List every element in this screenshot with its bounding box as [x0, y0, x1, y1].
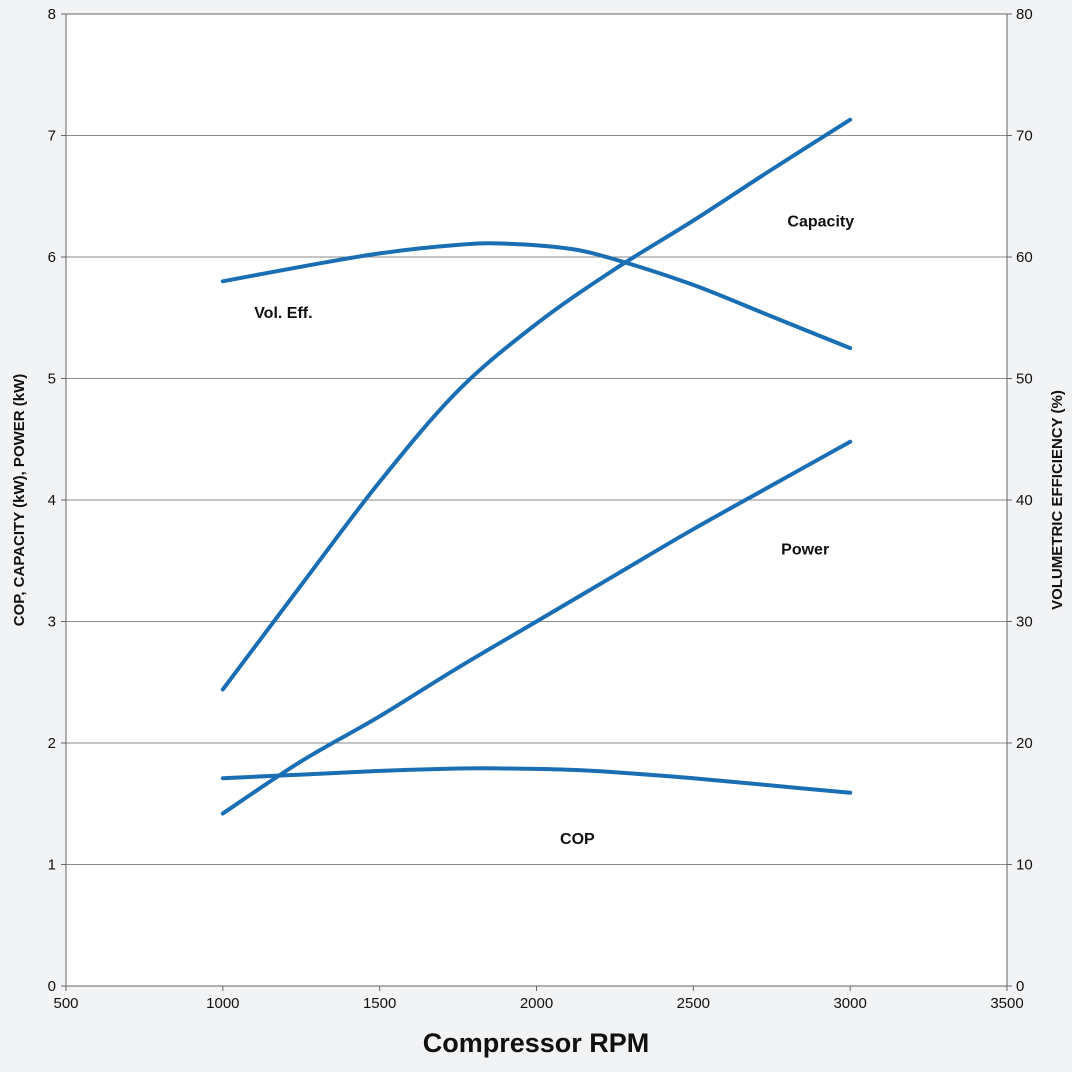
- series-label-cop: COP: [560, 831, 595, 848]
- x-tick-label: 500: [53, 995, 78, 1012]
- y-tick-labels: 0 1 2 3 4 5 6 7 8: [48, 6, 66, 995]
- x-tick-label: 3000: [833, 995, 866, 1012]
- x-tick-label: 3500: [990, 995, 1023, 1012]
- y-tick-label: 0: [48, 978, 56, 995]
- y-tick-label: 8: [48, 6, 56, 23]
- series-label-power: Power: [781, 542, 829, 559]
- y-tick-label: 7: [48, 128, 56, 145]
- series-line-capacity: [220, 117, 853, 692]
- y-tick-label: 5: [48, 371, 56, 388]
- y2-tick-label: 70: [1016, 128, 1033, 145]
- series-line-cop: [220, 766, 853, 795]
- y2-tick-label: 60: [1016, 249, 1033, 266]
- y-tick-label: 2: [48, 735, 56, 752]
- y2-tick-label: 80: [1016, 6, 1033, 23]
- y2-tick-label: 20: [1016, 735, 1033, 752]
- x-tick-labels: 500 1000 1500 2000 2500 3000 3500: [53, 986, 1024, 1012]
- y-tick-label: 3: [48, 614, 56, 631]
- y2-tick-label: 30: [1016, 614, 1033, 631]
- y-tick-label: 1: [48, 857, 56, 874]
- series-layer: [220, 117, 853, 816]
- x-axis-title: Compressor RPM: [423, 1028, 650, 1058]
- x-tick-label: 2000: [520, 995, 553, 1012]
- y-tick-label: 4: [48, 492, 56, 509]
- series-label-capacity: Capacity: [787, 214, 854, 231]
- x-tick-label: 1500: [363, 995, 396, 1012]
- series-line-power: [220, 439, 853, 816]
- series-labels: Capacity Vol. Eff. Power COP: [254, 214, 854, 848]
- y2-tick-labels: 0 10 20 30 40 50 60 70 80: [1007, 6, 1033, 995]
- y2-tick-label: 40: [1016, 492, 1033, 509]
- y-tick-label: 6: [48, 249, 56, 266]
- y-axis-title: COP, CAPACITY (kW), POWER (kW): [11, 374, 28, 627]
- y2-tick-label: 50: [1016, 371, 1033, 388]
- y2-axis-title: VOLUMETRIC EFFICIENCY (%): [1049, 390, 1066, 610]
- series-line-vol-eff: [220, 241, 853, 351]
- y2-tick-label: 0: [1016, 978, 1024, 995]
- series-label-vol-eff: Vol. Eff.: [254, 305, 312, 322]
- x-tick-label: 2500: [677, 995, 710, 1012]
- y2-tick-label: 10: [1016, 857, 1033, 874]
- x-tick-label: 1000: [206, 995, 239, 1012]
